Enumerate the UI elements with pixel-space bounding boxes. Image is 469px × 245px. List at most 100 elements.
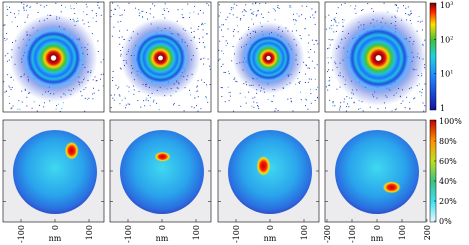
speckle <box>304 28 306 30</box>
speckle <box>305 73 306 75</box>
tick-exponent: 1 <box>450 70 453 76</box>
speckle <box>200 108 202 110</box>
speckle <box>6 6 8 8</box>
speckle <box>335 30 337 32</box>
speckle <box>128 86 130 88</box>
speckle <box>251 12 253 14</box>
speckle <box>347 103 349 105</box>
speckle <box>367 3 369 5</box>
speckle <box>331 19 332 21</box>
speckle <box>300 99 302 101</box>
speckle <box>305 18 306 20</box>
speckle <box>248 26 250 28</box>
speckle <box>314 100 316 101</box>
speckle <box>97 40 99 42</box>
speckle <box>110 107 112 109</box>
speckle <box>334 20 336 22</box>
speckle <box>164 17 166 19</box>
speckle <box>33 101 35 103</box>
speckle <box>141 10 143 12</box>
speckle <box>153 99 155 101</box>
speckle <box>19 108 21 110</box>
colorbar-tick-label: 1 <box>440 104 445 113</box>
speckle <box>86 14 88 15</box>
tick-base: 1 <box>440 104 445 113</box>
speckle <box>304 82 306 83</box>
speckle <box>222 63 224 65</box>
speckle <box>313 17 315 19</box>
speckle <box>225 44 227 46</box>
speckle <box>100 74 102 76</box>
speckle <box>327 48 328 50</box>
speckle <box>259 22 261 24</box>
speckle <box>57 103 59 105</box>
speckle <box>240 105 242 107</box>
speckle <box>329 77 331 78</box>
speckle <box>4 37 6 39</box>
x-tick-label: -100 <box>124 225 133 243</box>
speckle <box>333 18 335 20</box>
speckle <box>299 35 301 36</box>
speckle <box>294 23 296 25</box>
speckle <box>173 103 175 105</box>
speckle <box>14 13 15 15</box>
speckle <box>336 88 338 90</box>
speckle <box>55 108 57 110</box>
density-blob <box>256 155 271 176</box>
speckle <box>336 25 338 27</box>
speckle <box>223 71 225 73</box>
speckle <box>135 7 137 9</box>
speckle <box>232 14 234 16</box>
speckle <box>221 87 223 89</box>
speckle <box>197 110 199 112</box>
speckle <box>102 73 104 75</box>
speckle <box>300 91 301 93</box>
speckle <box>88 97 90 99</box>
speckle <box>27 16 29 18</box>
speckle <box>154 5 156 7</box>
speckle <box>418 16 420 18</box>
speckle <box>243 14 245 16</box>
speckle <box>358 108 360 110</box>
speckle <box>118 37 120 39</box>
speckle <box>197 85 199 87</box>
speckle <box>208 4 210 6</box>
speckle <box>273 95 275 97</box>
speckle <box>139 12 141 14</box>
speckle <box>343 19 345 21</box>
speckle <box>187 3 189 5</box>
speckle <box>234 77 236 79</box>
diffraction-rings <box>330 10 427 106</box>
speckle <box>173 104 174 106</box>
speckle <box>391 110 393 112</box>
speckle <box>355 12 357 14</box>
speckle <box>328 69 329 71</box>
speckle <box>315 89 317 91</box>
speckle <box>193 30 195 32</box>
speckle <box>295 20 297 22</box>
speckle <box>424 39 426 41</box>
speckle <box>330 39 332 41</box>
speckle <box>418 83 420 85</box>
speckle <box>111 35 113 37</box>
speckle <box>228 73 230 75</box>
speckle <box>202 36 204 38</box>
speckle <box>9 6 10 8</box>
speckle <box>114 94 115 96</box>
speckle <box>202 12 204 14</box>
diffraction-panel <box>324 1 427 113</box>
speckle <box>92 93 94 95</box>
speckle <box>96 15 97 17</box>
speckle <box>222 36 224 38</box>
speckle <box>312 14 314 16</box>
speckle <box>219 26 221 28</box>
speckle <box>333 31 335 33</box>
speckle <box>110 16 112 18</box>
speckle <box>97 4 99 6</box>
speckle <box>200 58 202 60</box>
speckle <box>120 68 122 70</box>
speckle <box>196 90 197 92</box>
speckle <box>314 67 316 69</box>
x-tick-label: 0 <box>51 225 60 230</box>
speckle <box>224 101 226 103</box>
